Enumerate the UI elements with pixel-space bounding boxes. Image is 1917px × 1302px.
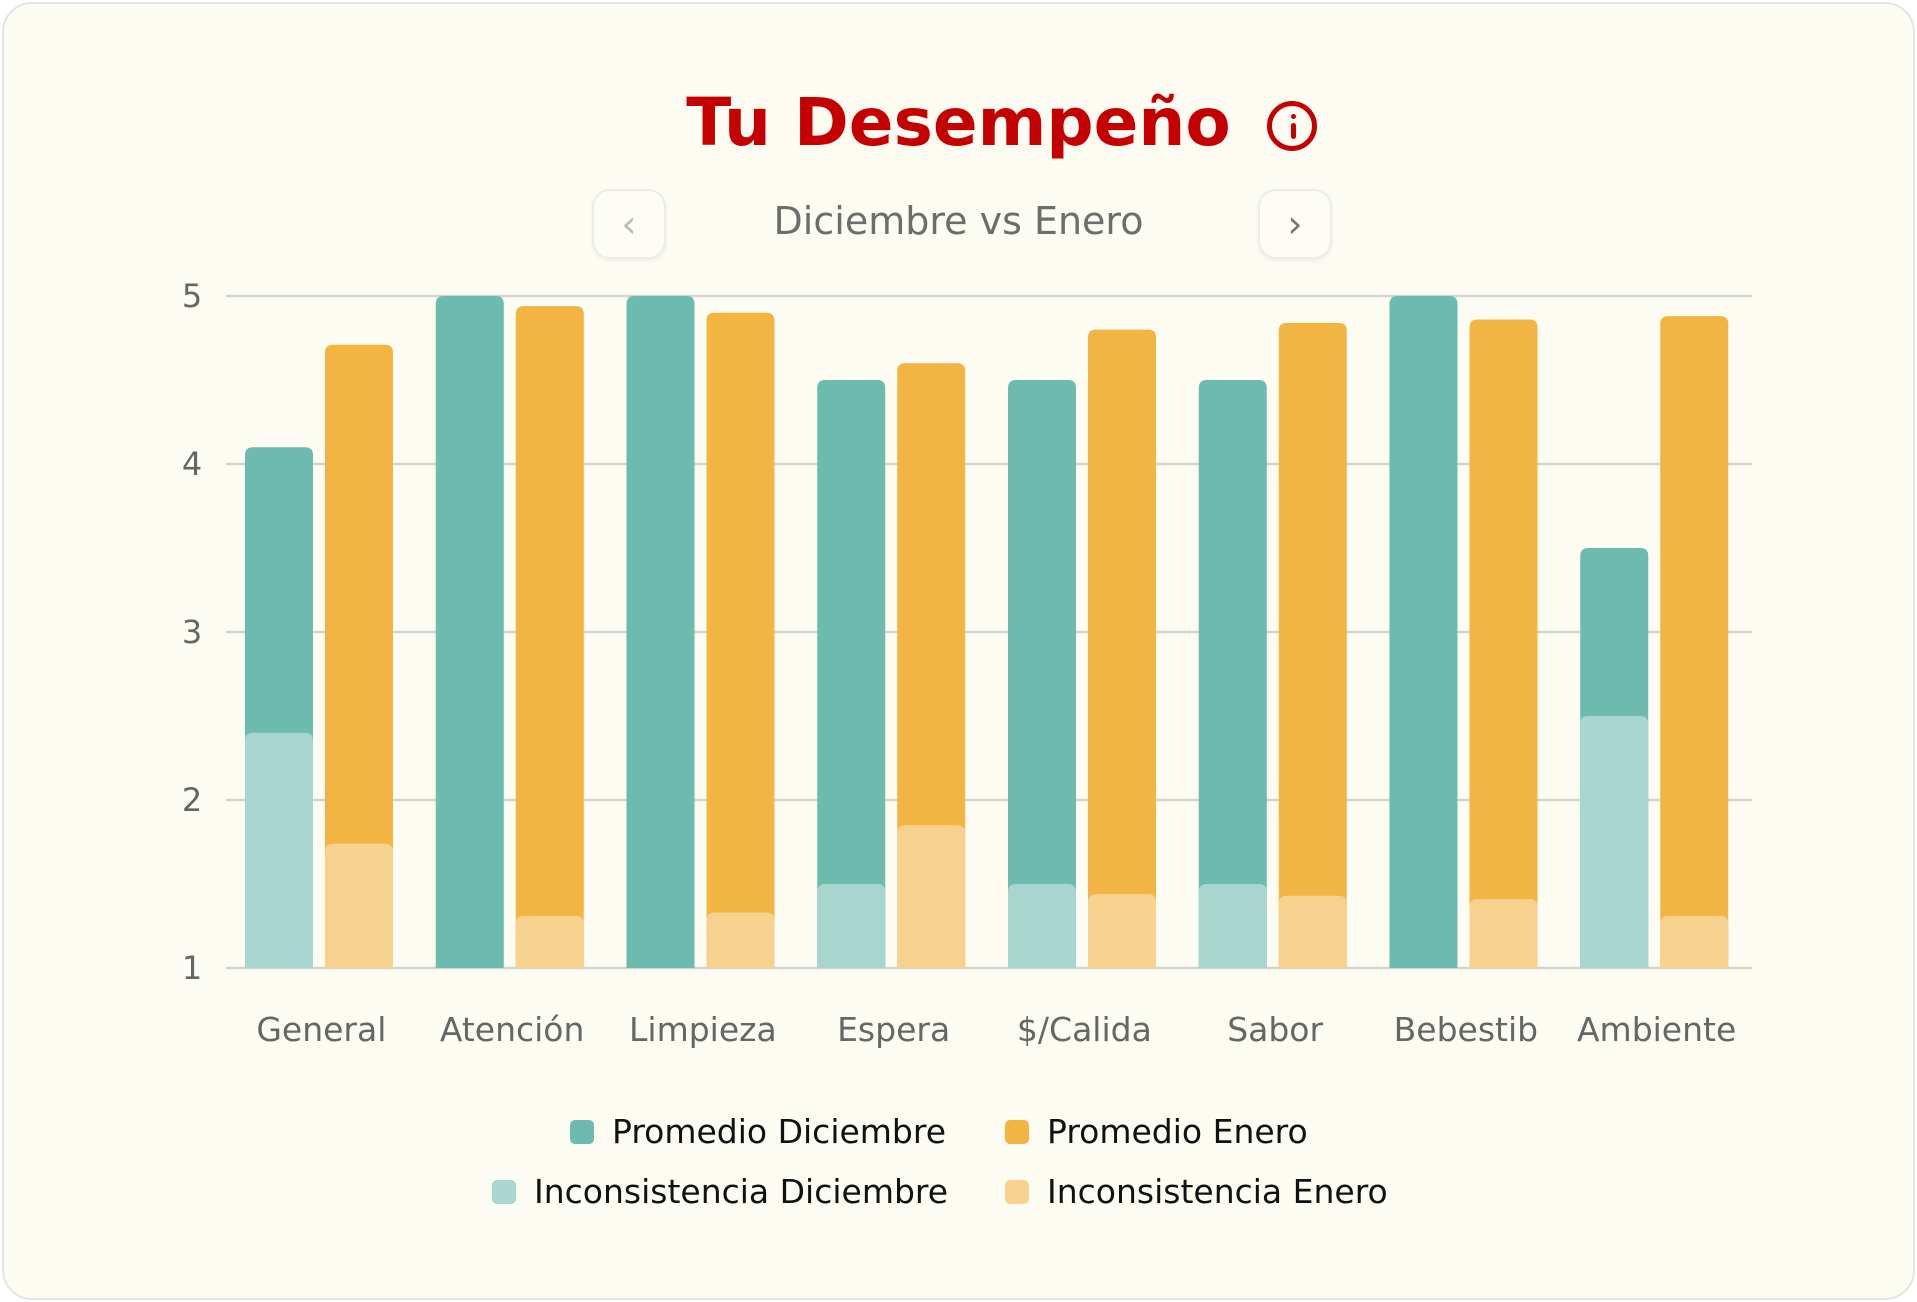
bar-promedio-enero xyxy=(1278,322,1347,968)
legend-inconsistencia-diciembre[interactable]: Inconsistencia Diciembre xyxy=(492,1172,948,1211)
bar-inconsistencia-enero xyxy=(1278,895,1347,968)
x-tick-label: Ambiente xyxy=(1577,1010,1736,1049)
bar-promedio-diciembre xyxy=(1008,380,1076,968)
bar-inconsistencia-enero xyxy=(897,825,966,968)
legend-promedio-diciembre[interactable]: Promedio Diciembre xyxy=(570,1112,946,1151)
bar-inconsistencia-diciembre xyxy=(245,732,313,968)
bar-inconsistencia-enero xyxy=(1660,915,1729,968)
bar-promedio-diciembre xyxy=(1198,380,1267,968)
bar-promedio-enero xyxy=(706,312,775,968)
bar-promedio-diciembre xyxy=(1389,296,1458,968)
x-tick-label: Bebestib xyxy=(1394,1010,1538,1049)
chevron-left-icon: ‹ xyxy=(621,202,637,246)
y-tick-label: 4 xyxy=(182,445,202,483)
x-tick-label: Limpieza xyxy=(629,1010,777,1049)
bar-inconsistencia-enero xyxy=(1088,894,1156,968)
bar-inconsistencia-diciembre xyxy=(1198,884,1267,968)
legend-inconsistencia-enero[interactable]: Inconsistencia Enero xyxy=(1005,1172,1388,1211)
x-tick-label: General xyxy=(256,1010,386,1049)
bar-promedio-diciembre xyxy=(626,296,695,968)
legend-swatch xyxy=(1005,1179,1029,1204)
bar-inconsistencia-enero xyxy=(325,843,393,968)
bar-promedio-enero xyxy=(897,363,966,968)
legend-swatch xyxy=(492,1179,516,1204)
bar-promedio-enero xyxy=(1469,319,1538,968)
x-tick-label: Espera xyxy=(837,1010,950,1049)
bar-inconsistencia-diciembre xyxy=(1580,716,1649,968)
bar-promedio-enero xyxy=(1660,316,1729,968)
page-title: Tu Desempeño xyxy=(686,84,1231,161)
bar-inconsistencia-enero xyxy=(706,912,775,968)
x-tick-label: Sabor xyxy=(1227,1010,1323,1049)
bar-inconsistencia-enero xyxy=(1469,899,1538,968)
x-tick-label: Atención xyxy=(440,1010,585,1049)
y-tick-label: 1 xyxy=(182,949,202,987)
previous-period-button[interactable]: ‹ xyxy=(592,189,666,259)
chevron-right-icon: › xyxy=(1287,202,1303,246)
y-tick-label: 2 xyxy=(182,781,202,819)
x-tick-label: $/Calida xyxy=(1017,1010,1152,1049)
legend-promedio-enero[interactable]: Promedio Enero xyxy=(1005,1112,1308,1151)
bar-promedio-enero xyxy=(325,344,393,969)
bar-inconsistencia-diciembre xyxy=(817,884,886,968)
bar-inconsistencia-diciembre xyxy=(1008,884,1076,968)
bar-promedio-enero xyxy=(515,306,584,969)
bar-promedio-enero xyxy=(1088,329,1156,969)
legend-swatch xyxy=(570,1119,594,1144)
bar-promedio-diciembre xyxy=(817,380,886,968)
bar-inconsistencia-enero xyxy=(515,915,584,968)
next-period-button[interactable]: › xyxy=(1258,189,1332,259)
y-tick-label: 3 xyxy=(182,613,202,651)
y-tick-label: 5 xyxy=(182,277,202,315)
info-icon[interactable] xyxy=(1267,101,1317,151)
period-label: Diciembre vs Enero xyxy=(773,199,1144,243)
legend-swatch xyxy=(1005,1119,1029,1144)
bar-promedio-diciembre xyxy=(435,296,504,968)
